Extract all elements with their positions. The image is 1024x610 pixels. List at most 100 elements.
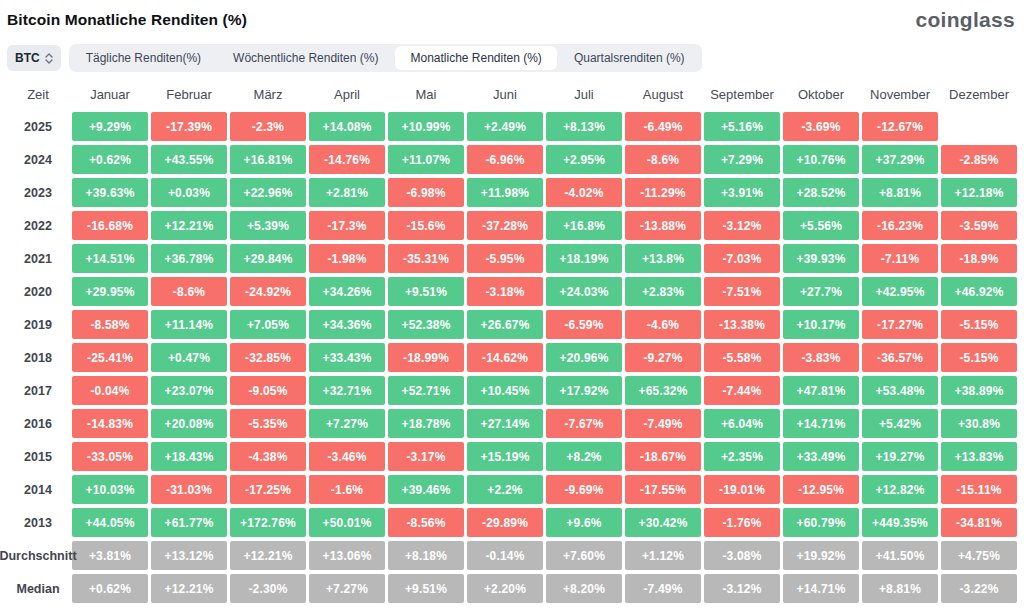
column-header-juni: Juni xyxy=(467,84,543,105)
return-cell: +24.03% xyxy=(546,277,622,306)
summary-cell: +3.81% xyxy=(72,541,148,570)
return-cell: -29.89% xyxy=(467,508,543,537)
return-cell: +12.82% xyxy=(862,475,938,504)
return-cell: +50.01% xyxy=(309,508,385,537)
summary-cell: +14.71% xyxy=(783,574,859,603)
column-header-november: November xyxy=(862,84,938,105)
page-title: Bitcoin Monatliche Renditen (%) xyxy=(7,8,247,29)
return-cell: -7.44% xyxy=(704,376,780,405)
coinglass-logo: coinglass xyxy=(915,8,1017,32)
row-label-2013: 2013 xyxy=(7,508,69,537)
return-cell: -5.15% xyxy=(941,310,1017,339)
return-cell: -3.12% xyxy=(704,211,780,240)
controls-bar: BTC Tägliche Renditen(%)Wöchentliche Ren… xyxy=(7,44,1017,72)
return-cell: -12.67% xyxy=(862,112,938,141)
return-cell: +10.45% xyxy=(467,376,543,405)
return-cell: +14.08% xyxy=(309,112,385,141)
return-cell: +5.42% xyxy=(862,409,938,438)
return-cell: +10.76% xyxy=(783,145,859,174)
top-bar: Bitcoin Monatliche Renditen (%) coinglas… xyxy=(7,8,1017,32)
column-header-zeit: Zeit xyxy=(7,84,69,105)
return-cell: +9.6% xyxy=(546,508,622,537)
table-row-2020: 2020+29.95%-8.6%-24.92%+34.26%+9.51%-3.1… xyxy=(7,277,1017,306)
return-cell: +14.51% xyxy=(72,244,148,273)
return-cell: -4.38% xyxy=(230,442,306,471)
return-cell: +18.19% xyxy=(546,244,622,273)
column-header-maerz: März xyxy=(230,84,306,105)
column-header-juli: Juli xyxy=(546,84,622,105)
return-cell: +10.99% xyxy=(388,112,464,141)
table-row-2021: 2021+14.51%+36.78%+29.84%-1.98%-35.31%-5… xyxy=(7,244,1017,273)
row-label-2025: 2025 xyxy=(7,112,69,141)
return-cell: -18.99% xyxy=(388,343,464,372)
summary-cell: +4.75% xyxy=(941,541,1017,570)
return-cell: -8.6% xyxy=(625,145,701,174)
return-cell: +52.71% xyxy=(388,376,464,405)
return-cell: +20.08% xyxy=(151,409,227,438)
return-cell: +449.35% xyxy=(862,508,938,537)
return-cell: -6.96% xyxy=(467,145,543,174)
return-cell: -13.38% xyxy=(704,310,780,339)
return-cell: -14.76% xyxy=(309,145,385,174)
return-cell: -9.69% xyxy=(546,475,622,504)
row-label-2016: 2016 xyxy=(7,409,69,438)
return-cell: -14.62% xyxy=(467,343,543,372)
summary-cell: +2.20% xyxy=(467,574,543,603)
return-cell: +34.26% xyxy=(309,277,385,306)
row-label-2014: 2014 xyxy=(7,475,69,504)
summary-cell: +41.50% xyxy=(862,541,938,570)
return-cell: +18.43% xyxy=(151,442,227,471)
return-cell: -7.51% xyxy=(704,277,780,306)
table-row-2015: 2015-33.05%+18.43%-4.38%-3.46%-3.17%+15.… xyxy=(7,442,1017,471)
return-cell: -13.88% xyxy=(625,211,701,240)
table-row-2016: 2016-14.83%+20.08%-5.35%+7.27%+18.78%+27… xyxy=(7,409,1017,438)
return-cell: -25.41% xyxy=(72,343,148,372)
summary-cell: +12.21% xyxy=(151,574,227,603)
summary-cell: -2.30% xyxy=(230,574,306,603)
return-cell: +29.95% xyxy=(72,277,148,306)
return-cell: -17.39% xyxy=(151,112,227,141)
return-cell: -37.28% xyxy=(467,211,543,240)
return-cell: -3.83% xyxy=(783,343,859,372)
return-cell: +8.2% xyxy=(546,442,622,471)
return-cell: +2.2% xyxy=(467,475,543,504)
return-cell: -7.03% xyxy=(704,244,780,273)
tab-taegliche-renditen[interactable]: Tägliche Renditen(%) xyxy=(71,46,216,70)
return-cell: +10.03% xyxy=(72,475,148,504)
return-cell: +11.98% xyxy=(467,178,543,207)
return-cell: +39.93% xyxy=(783,244,859,273)
table-row-2022: 2022-16.68%+12.21%+5.39%-17.3%-15.6%-37.… xyxy=(7,211,1017,240)
row-label-median: Median xyxy=(7,574,69,603)
return-cell xyxy=(941,112,1017,141)
return-cell: +10.17% xyxy=(783,310,859,339)
return-cell: +27.7% xyxy=(783,277,859,306)
return-cell: -1.98% xyxy=(309,244,385,273)
return-cell: -7.67% xyxy=(546,409,622,438)
tab-monatliche-renditen[interactable]: Monatliche Renditen (%) xyxy=(395,46,556,70)
table-row-2014: 2014+10.03%-31.03%-17.25%-1.6%+39.46%+2.… xyxy=(7,475,1017,504)
return-cell: +9.29% xyxy=(72,112,148,141)
table-header-row: ZeitJanuarFebruarMärzAprilMaiJuniJuliAug… xyxy=(7,84,1017,105)
return-cell: -7.11% xyxy=(862,244,938,273)
return-cell: +172.76% xyxy=(230,508,306,537)
return-cell: -9.05% xyxy=(230,376,306,405)
summary-cell: +9.51% xyxy=(388,574,464,603)
row-label-2021: 2021 xyxy=(7,244,69,273)
tab-woechentliche-renditen[interactable]: Wöchentliche Renditen (%) xyxy=(218,46,393,70)
return-cell: +47.81% xyxy=(783,376,859,405)
return-cell: +2.81% xyxy=(309,178,385,207)
return-cell: +34.36% xyxy=(309,310,385,339)
return-cell: +61.77% xyxy=(151,508,227,537)
return-cell: +36.78% xyxy=(151,244,227,273)
return-cell: -8.6% xyxy=(151,277,227,306)
return-cell: +13.83% xyxy=(941,442,1017,471)
return-cell: -3.18% xyxy=(467,277,543,306)
return-cell: -16.68% xyxy=(72,211,148,240)
tab-quartalsrenditen[interactable]: Quartalsrenditen (%) xyxy=(559,46,700,70)
return-cell: +14.71% xyxy=(783,409,859,438)
return-cell: +8.13% xyxy=(546,112,622,141)
symbol-select[interactable]: BTC xyxy=(7,45,61,71)
page: Bitcoin Monatliche Renditen (%) coinglas… xyxy=(0,0,1024,603)
return-cell: +11.14% xyxy=(151,310,227,339)
return-cell: +65.32% xyxy=(625,376,701,405)
